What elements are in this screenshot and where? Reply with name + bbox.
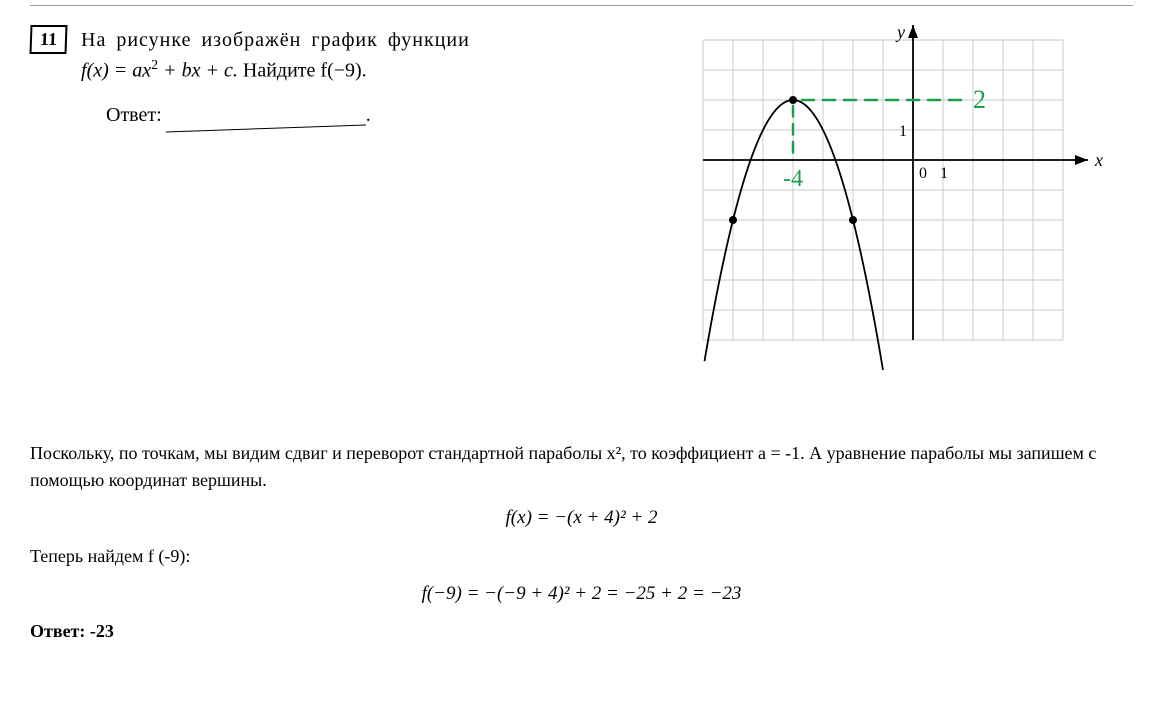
solution-para1: Поскольку, по точкам, мы видим сдвиг и п… bbox=[30, 440, 1133, 494]
answer-blank-line bbox=[166, 124, 366, 132]
svg-text:1: 1 bbox=[899, 123, 907, 140]
svg-text:2: 2 bbox=[973, 85, 986, 114]
parabola-chart: yx0112-4 bbox=[683, 20, 1123, 410]
svg-text:y: y bbox=[895, 22, 905, 42]
problem-statement: На рисунке изображён график функции f(x)… bbox=[81, 25, 470, 86]
solution-para2: Теперь найдем f (-9): bbox=[30, 543, 1133, 570]
svg-text:0: 0 bbox=[919, 165, 927, 182]
svg-text:-4: -4 bbox=[783, 166, 803, 192]
chart-svg: yx0112-4 bbox=[683, 20, 1123, 370]
answer-label: Ответ: bbox=[106, 104, 162, 127]
svg-text:x: x bbox=[1094, 150, 1103, 170]
solution-formula1: f(x) = −(x + 4)² + 2 bbox=[30, 504, 1133, 533]
problem-formula-fx: f(x) = ax bbox=[81, 60, 151, 82]
problem-line2-tail: Найдите f(−9). bbox=[238, 60, 367, 82]
solution-formula2: f(−9) = −(−9 + 4)² + 2 = −25 + 2 = −23 bbox=[30, 580, 1133, 609]
page-top-rule bbox=[30, 5, 1133, 6]
solution-block: Поскольку, по точкам, мы видим сдвиг и п… bbox=[30, 440, 1133, 653]
problem-line2: f(x) = ax2 + bx + c. Найдите f(−9). bbox=[81, 55, 470, 86]
problem-number: 11 bbox=[29, 25, 67, 54]
solution-final: Ответ: -23 bbox=[30, 618, 1133, 645]
problem-formula-tail: + bx + c. bbox=[158, 60, 238, 82]
problem-line1: На рисунке изображён график функции bbox=[81, 25, 470, 55]
svg-text:1: 1 bbox=[940, 165, 948, 182]
